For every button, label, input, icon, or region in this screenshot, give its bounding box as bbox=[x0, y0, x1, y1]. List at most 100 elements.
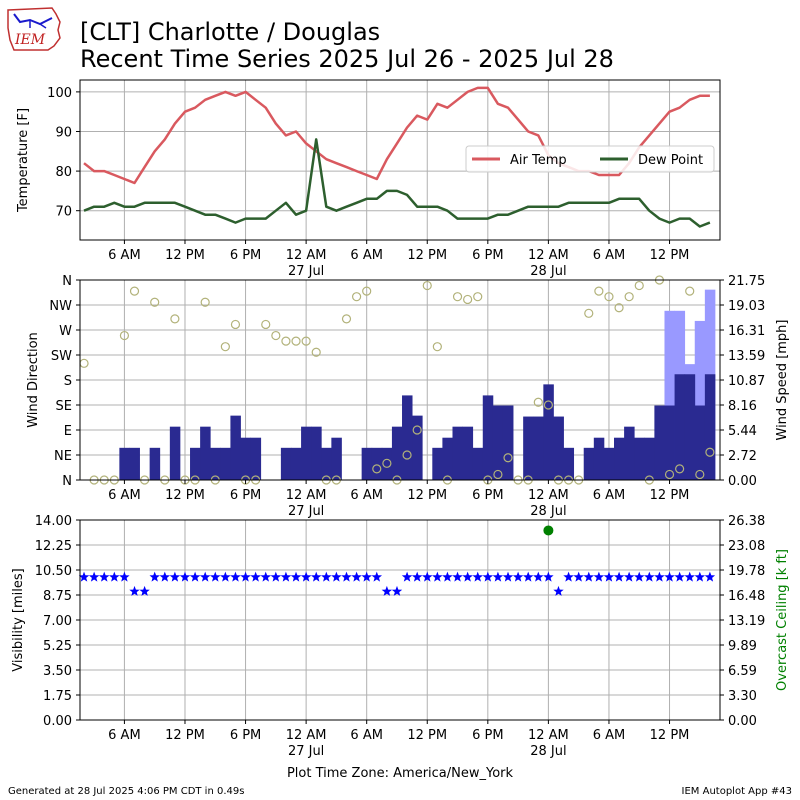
y2-tick-label: 13.59 bbox=[728, 349, 765, 364]
visibility-marker bbox=[704, 571, 716, 582]
visibility-marker bbox=[139, 585, 150, 596]
wind-direction-marker bbox=[664, 469, 675, 480]
y2-tick-label: 6.59 bbox=[728, 664, 757, 679]
wind-speed-bar bbox=[614, 437, 625, 480]
y-tick-label: NE bbox=[54, 449, 72, 464]
y-tick-label: 1.75 bbox=[43, 689, 72, 704]
visibility-marker bbox=[119, 571, 130, 582]
y-tick-label: SE bbox=[56, 399, 72, 414]
wind-direction-marker bbox=[220, 342, 230, 352]
iem-logo: IEM bbox=[7, 7, 61, 51]
dew-point-line bbox=[83, 138, 711, 228]
wind-speed-bar bbox=[250, 437, 262, 480]
y2-tick-label: 26.38 bbox=[728, 514, 765, 529]
wind-speed-bar bbox=[119, 447, 130, 480]
visibility-marker bbox=[88, 571, 100, 582]
x-tick-label: 12 PM bbox=[165, 728, 205, 743]
wind-speed-bar bbox=[634, 437, 645, 480]
wind-direction-marker bbox=[705, 447, 715, 457]
wind-speed-bar bbox=[381, 447, 393, 480]
x-tick-label: 6 AM bbox=[350, 488, 383, 503]
y-tick-label: 14.00 bbox=[35, 514, 72, 529]
wind-direction-marker bbox=[362, 286, 372, 296]
y2-tick-label: 5.44 bbox=[728, 424, 757, 439]
wind-speed-bar bbox=[210, 447, 221, 480]
y2-tick-label: 0.00 bbox=[728, 474, 757, 489]
wind-direction-marker bbox=[432, 342, 442, 352]
wind-speed-bar bbox=[311, 426, 322, 480]
visibility-marker bbox=[593, 571, 605, 582]
wind-speed-bar bbox=[603, 447, 615, 480]
wind-speed-bar bbox=[563, 447, 575, 480]
visibility-marker bbox=[573, 571, 584, 582]
x-tick-label: 6 AM bbox=[108, 488, 141, 503]
y-tick-label: 7.00 bbox=[43, 614, 72, 629]
wind-direction-marker bbox=[271, 330, 281, 341]
wind-direction-marker bbox=[634, 280, 644, 291]
wind-speed-bar bbox=[220, 447, 231, 480]
date-tick-label: 27 Jul bbox=[288, 744, 324, 759]
wind-speed-bar bbox=[624, 426, 635, 480]
x-tick-label: 6 AM bbox=[593, 728, 626, 743]
y-tick-label: SW bbox=[51, 349, 72, 364]
temperature-ticks: 6 AM 12 PM 6 PM 12 AM 6 AM 12 PM 6 PM 12 AM 6 AM… bbox=[47, 86, 689, 279]
visibility-marker bbox=[109, 571, 120, 582]
visibility-marker bbox=[512, 571, 524, 582]
visibility-marker bbox=[442, 571, 453, 582]
wind-direction-marker bbox=[473, 292, 483, 302]
visibility-grid bbox=[80, 519, 720, 721]
x-tick-label: 12 PM bbox=[650, 488, 690, 503]
visibility-marker bbox=[411, 571, 423, 582]
wind-direction-marker bbox=[382, 458, 392, 468]
visibility-marker bbox=[684, 571, 695, 582]
visibility-marker bbox=[674, 571, 685, 582]
visibility-marker bbox=[492, 571, 504, 582]
y2-tick-label: 21.75 bbox=[728, 274, 765, 289]
visibility-marker bbox=[553, 585, 564, 596]
y-tick-label: 12.25 bbox=[35, 539, 72, 554]
visibility-marker bbox=[280, 571, 292, 582]
x-tick-label: 12 PM bbox=[407, 728, 447, 743]
visibility-marker bbox=[432, 571, 443, 582]
wind-direction-marker bbox=[119, 330, 130, 341]
y-tick-label: 90 bbox=[55, 125, 72, 140]
x-tick-label: 6 PM bbox=[230, 248, 261, 263]
visibility-marker bbox=[482, 571, 494, 582]
x-tick-label: 12 AM bbox=[286, 488, 327, 503]
visibility-markers bbox=[78, 571, 716, 596]
x-tick-label: 6 AM bbox=[108, 728, 141, 743]
wind-speed-bar bbox=[391, 426, 403, 480]
wind-direction-marker bbox=[311, 347, 321, 357]
visibility-marker bbox=[664, 571, 675, 582]
y2-tick-label: 16.48 bbox=[728, 589, 765, 604]
x-tick-label: 12 AM bbox=[528, 248, 569, 263]
visibility-marker bbox=[351, 571, 362, 582]
visibility-marker bbox=[422, 571, 433, 582]
visibility-marker bbox=[472, 571, 483, 582]
date-tick-label: 27 Jul bbox=[288, 264, 324, 279]
wind-speed-bar bbox=[149, 447, 161, 480]
wind-direction-marker bbox=[372, 464, 382, 474]
visibility-marker bbox=[220, 571, 231, 582]
wind-direction-marker bbox=[422, 280, 432, 291]
wind-speed-bar bbox=[432, 447, 443, 480]
visibility-marker bbox=[169, 571, 181, 582]
date-tick-label: 28 Jul bbox=[530, 264, 566, 279]
wind-speed-bar bbox=[664, 405, 675, 480]
visibility-marker bbox=[623, 571, 635, 582]
y-tick-label: 70 bbox=[55, 205, 72, 220]
visibility-marker bbox=[694, 571, 705, 582]
x-tick-label: 6 AM bbox=[108, 248, 141, 263]
visibility-marker bbox=[401, 571, 413, 582]
wind-direction-marker bbox=[493, 469, 503, 480]
visibility-marker bbox=[250, 571, 261, 582]
x-tick-label: 6 AM bbox=[350, 728, 383, 743]
visibility-marker bbox=[634, 571, 645, 582]
visibility-marker bbox=[240, 571, 251, 582]
wind-gust-bar bbox=[694, 320, 706, 480]
date-tick-label: 28 Jul bbox=[530, 744, 566, 759]
visibility-marker bbox=[311, 571, 322, 582]
x-tick-label: 12 AM bbox=[286, 728, 327, 743]
visibility-marker bbox=[502, 571, 514, 582]
x-tick-label: 12 PM bbox=[407, 488, 447, 503]
